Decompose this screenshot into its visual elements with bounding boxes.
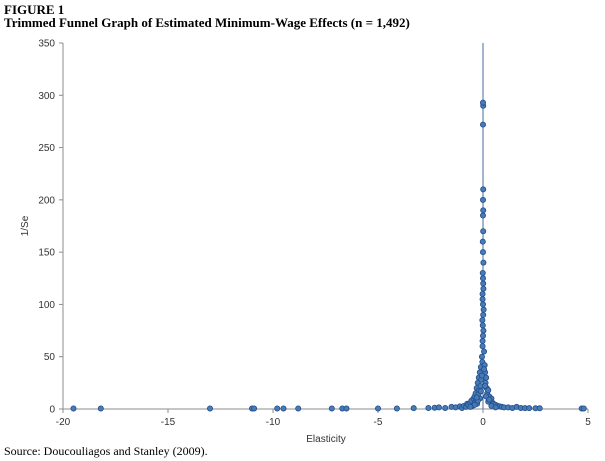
x-axis-title: Elasticity <box>306 434 345 445</box>
data-point <box>479 322 486 329</box>
y-tick-label: 0 <box>49 405 55 416</box>
y-tick-label: 100 <box>38 300 55 311</box>
data-point <box>328 405 335 412</box>
data-point <box>479 99 486 106</box>
x-tick-label: -10 <box>266 417 281 428</box>
data-point <box>479 275 486 282</box>
data-point <box>479 270 486 277</box>
data-point <box>295 405 302 412</box>
data-point <box>482 382 489 389</box>
data-point <box>479 332 486 339</box>
data-point <box>251 405 258 412</box>
scatter-points <box>70 99 587 412</box>
data-point <box>480 306 487 313</box>
data-point <box>479 301 486 308</box>
y-tick-label: 250 <box>38 143 55 154</box>
data-point <box>280 405 287 412</box>
data-point <box>580 405 587 412</box>
figure-source: Source: Doucouliagos and Stanley (2009). <box>4 444 208 458</box>
data-point <box>480 327 487 334</box>
data-point <box>70 405 77 412</box>
data-point <box>467 403 474 410</box>
data-point <box>473 394 480 401</box>
y-tick-label: 150 <box>38 248 55 259</box>
y-tick-label: 50 <box>44 352 56 363</box>
data-point <box>97 405 104 412</box>
data-point <box>435 404 442 411</box>
data-point <box>410 405 417 412</box>
data-point <box>480 259 487 266</box>
tick-labels: 0 50 100 150 200 250 300 350 -20 -15 -10 -5 0 5 <box>38 39 591 429</box>
data-point <box>479 249 486 256</box>
data-point <box>479 212 486 219</box>
x-tick-label: 0 <box>480 417 486 428</box>
figure-title: Trimmed Funnel Graph of Estimated Minimu… <box>4 15 410 30</box>
data-point <box>526 405 533 412</box>
data-point <box>479 317 486 324</box>
data-point <box>480 311 487 318</box>
data-point <box>478 353 485 360</box>
data-point <box>486 396 493 403</box>
data-point <box>481 366 488 373</box>
data-point <box>479 343 486 350</box>
data-point <box>480 228 487 235</box>
y-tick-label: 200 <box>38 195 55 206</box>
data-point <box>393 405 400 412</box>
data-point <box>492 404 499 411</box>
data-point <box>480 285 487 292</box>
data-point <box>425 404 432 411</box>
x-tick-label: -15 <box>161 417 176 428</box>
data-point <box>480 280 487 287</box>
data-point <box>536 405 543 412</box>
data-point <box>479 338 486 345</box>
data-point <box>343 405 350 412</box>
data-point <box>479 121 486 128</box>
data-point <box>442 404 449 411</box>
axes <box>59 42 589 413</box>
data-point <box>479 296 486 303</box>
data-point <box>206 405 213 412</box>
data-point <box>478 372 485 379</box>
x-tick-label: -5 <box>374 417 383 428</box>
data-point <box>479 238 486 245</box>
funnel-chart: 0 50 100 150 200 250 300 350 -20 -15 -10 -5 0 5 Elast… <box>20 39 591 446</box>
data-point <box>485 387 492 394</box>
data-point <box>480 186 487 193</box>
y-tick-label: 300 <box>38 91 55 102</box>
data-point <box>480 207 487 214</box>
x-tick-label: -20 <box>56 417 71 428</box>
data-point <box>477 388 484 395</box>
data-point <box>479 290 486 297</box>
data-point <box>374 405 381 412</box>
data-point <box>479 196 486 203</box>
figure-label: FIGURE 1 <box>4 2 65 17</box>
x-tick-label: 5 <box>585 417 591 428</box>
y-axis-title: 1/Se <box>20 215 31 236</box>
data-point <box>274 405 281 412</box>
y-tick-label: 350 <box>38 39 55 50</box>
data-point <box>481 348 488 355</box>
